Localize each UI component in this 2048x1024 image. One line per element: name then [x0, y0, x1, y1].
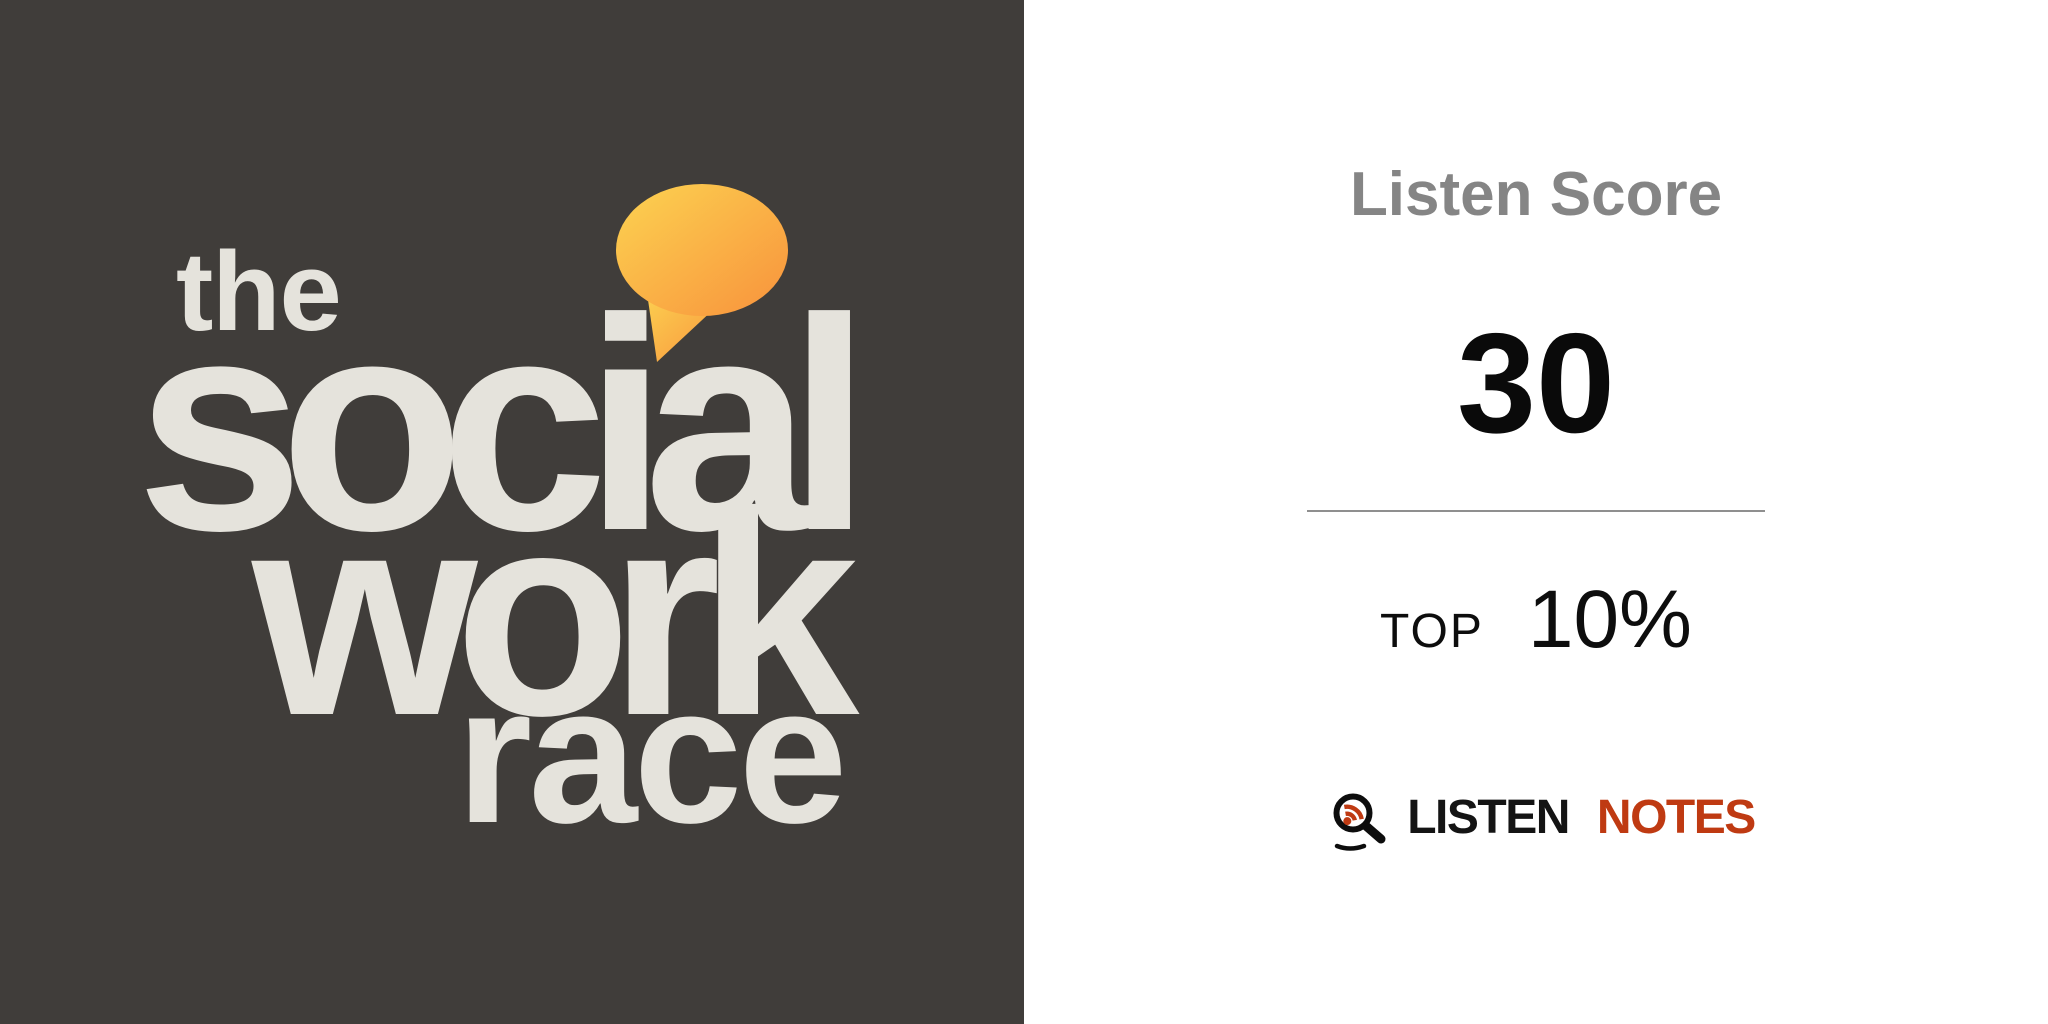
podcast-artwork: the social work race	[0, 0, 1024, 1024]
listen-score-title: Listen Score	[1349, 160, 1723, 229]
rank-prefix-label: TOP	[1380, 605, 1484, 658]
listen-notes-logo[interactable]: LISTEN NOTES	[1024, 780, 2048, 856]
logo-word-social: social	[136, 256, 871, 593]
magnifier-rss-icon	[1333, 793, 1386, 851]
logo-word-the: the	[176, 229, 342, 354]
rank-row: TOP 10%	[1024, 579, 2048, 661]
brand-word-listen: LISTEN	[1407, 791, 1570, 844]
divider-line	[1307, 510, 1765, 512]
listen-score-panel: Listen Score 30 TOP 10% LISTEN NOTES	[1024, 0, 2048, 1024]
listen-score-value: 30	[1457, 304, 1615, 463]
speech-bubble-icon	[616, 184, 788, 362]
brand-word-notes: NOTES	[1596, 791, 1756, 844]
logo-word-work: work	[252, 452, 859, 776]
rank-percent-value: 10%	[1527, 574, 1692, 665]
logo-word-race: race	[456, 645, 848, 864]
